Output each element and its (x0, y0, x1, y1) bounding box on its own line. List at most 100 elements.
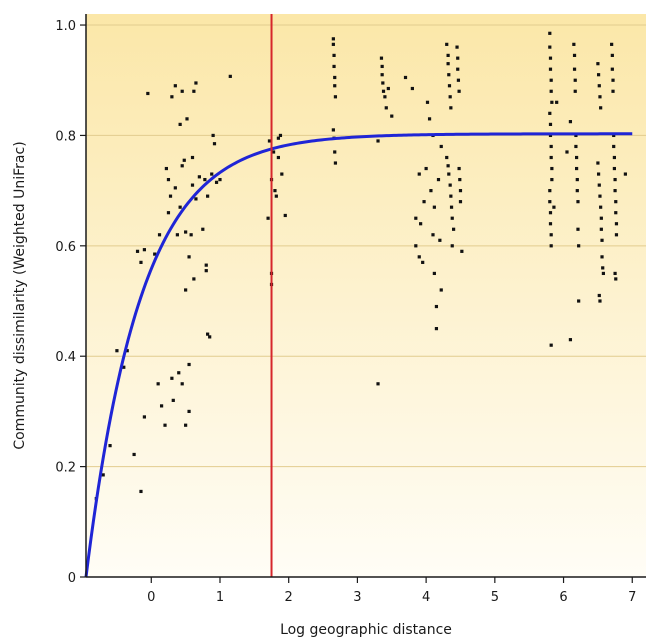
data-point (613, 271, 617, 276)
data-point (599, 227, 603, 231)
data-point (598, 299, 602, 303)
data-point (575, 155, 579, 160)
x-tick-label: 7 (628, 590, 636, 605)
data-point (168, 194, 173, 198)
data-point (164, 166, 168, 171)
data-point (101, 473, 105, 477)
fit-curve (84, 132, 633, 578)
data-point (417, 172, 421, 176)
data-point (623, 172, 627, 176)
data-point (421, 260, 425, 264)
data-point (455, 45, 459, 49)
data-point (108, 444, 112, 448)
data-point (449, 194, 453, 198)
data-point (600, 255, 604, 259)
data-point (445, 155, 449, 160)
data-point (163, 423, 167, 427)
data-point (613, 189, 617, 193)
data-point (271, 150, 276, 154)
data-point (598, 95, 602, 99)
data-point (383, 95, 387, 99)
y-tick-label: 0.4 (55, 350, 76, 365)
data-point (597, 84, 601, 88)
data-point (386, 86, 390, 91)
data-point (431, 233, 435, 237)
data-point (122, 365, 126, 369)
data-point (266, 216, 270, 220)
axes: 0 1 2 3 4 5 6 7 0 0.2 0.4 0.6 0.8 1.0 (55, 14, 646, 605)
data-point (447, 172, 451, 176)
data-point (438, 238, 442, 242)
data-point (597, 183, 601, 187)
data-point (333, 84, 337, 88)
data-point (555, 100, 559, 104)
data-point (414, 216, 418, 220)
x-tick-label: 3 (353, 590, 361, 605)
data-point (456, 67, 460, 71)
data-point (613, 177, 617, 182)
data-point (434, 304, 439, 309)
data-point (573, 78, 577, 82)
data-point (552, 205, 556, 209)
data-point (197, 175, 201, 179)
data-point (156, 382, 160, 386)
data-point (548, 222, 553, 226)
data-point (612, 166, 616, 171)
data-point (190, 155, 195, 160)
data-point (550, 177, 554, 182)
data-point (614, 211, 618, 215)
data-point (178, 205, 182, 209)
data-point (432, 271, 436, 276)
data-point (612, 133, 616, 138)
data-point (273, 189, 277, 193)
data-point (599, 205, 603, 209)
data-point (115, 349, 119, 353)
plot-background (86, 14, 646, 577)
data-point (596, 62, 600, 66)
data-point (549, 343, 553, 347)
x-tick-label: 6 (559, 590, 567, 605)
data-point (565, 150, 569, 154)
data-point (184, 423, 188, 427)
data-point (550, 100, 554, 104)
data-point (180, 382, 184, 386)
data-point (180, 89, 184, 93)
x-tick-label: 4 (422, 590, 430, 605)
data-point (331, 128, 335, 132)
data-point (211, 133, 215, 138)
data-point (456, 56, 460, 60)
data-point (189, 233, 193, 237)
data-point (596, 161, 600, 165)
data-point (203, 177, 207, 182)
data-point (332, 53, 336, 57)
data-point (568, 338, 573, 342)
y-tick-label: 0 (68, 571, 76, 586)
data-point (599, 216, 603, 220)
data-point (194, 197, 198, 201)
data-point (159, 404, 164, 408)
x-tick-label: 0 (147, 590, 155, 605)
data-point (410, 86, 414, 91)
data-point (548, 31, 552, 35)
data-point (445, 42, 449, 46)
data-point (614, 277, 618, 281)
data-point (460, 249, 464, 253)
data-point (125, 349, 129, 353)
data-point (178, 122, 182, 126)
data-point (180, 164, 184, 168)
data-point (139, 489, 143, 494)
data-point (450, 244, 454, 248)
data-point (548, 56, 553, 60)
y-tick-label: 1.0 (55, 19, 76, 34)
x-axis-title: Log geographic distance (280, 622, 452, 638)
data-point (380, 64, 384, 69)
data-point (449, 205, 454, 209)
data-point (549, 144, 553, 149)
data-point (376, 382, 380, 386)
data-point (142, 415, 147, 419)
data-point (572, 53, 577, 57)
data-point (276, 155, 280, 160)
data-point (447, 84, 452, 88)
data-point (611, 89, 615, 93)
data-point (601, 266, 605, 270)
